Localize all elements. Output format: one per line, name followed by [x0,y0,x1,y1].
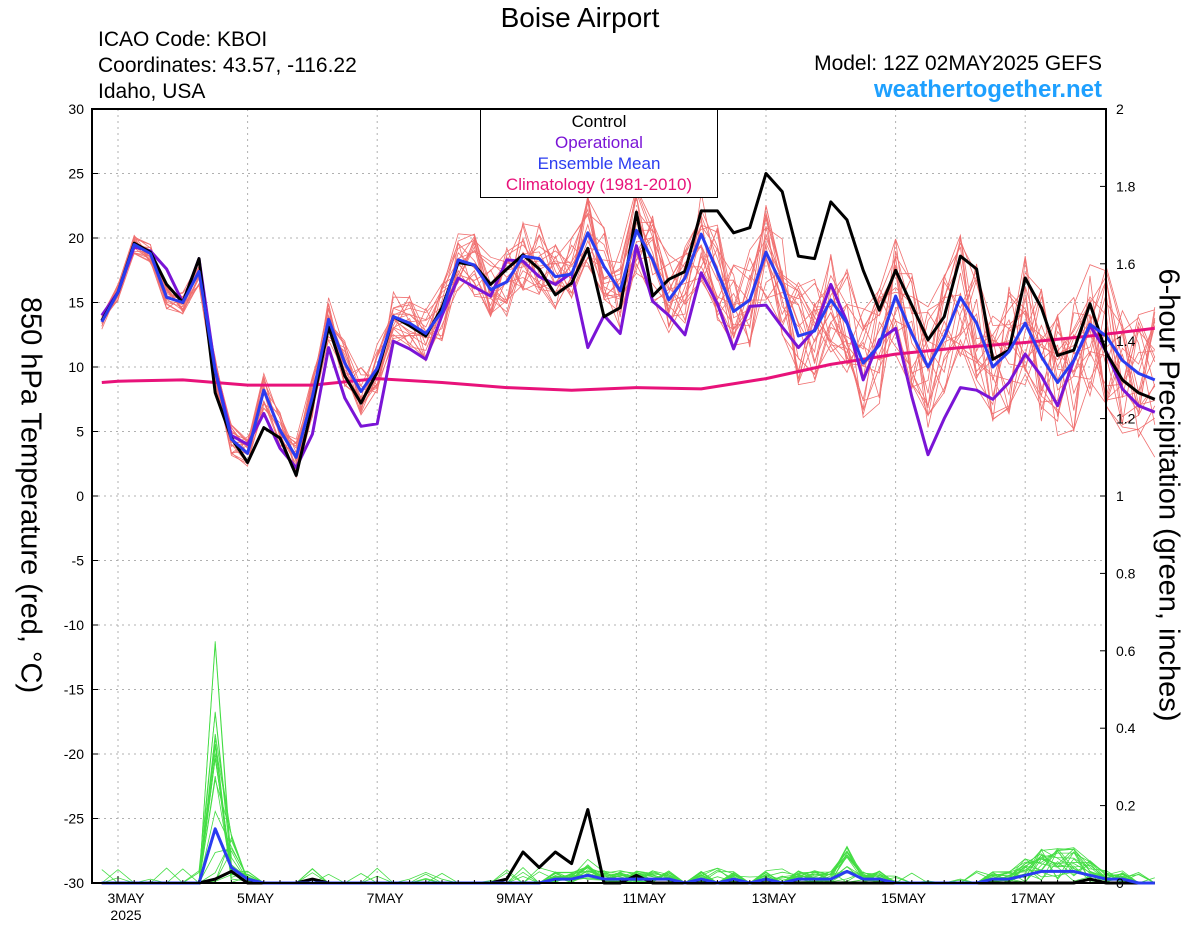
member-precip-line [101,744,1155,884]
legend-climatology: Climatology (1981-2010) [505,175,693,194]
y-tick-label-left: 15 [68,295,84,311]
x-tick-label: 17MAY [1011,890,1057,906]
y-tick-label-right: 0.6 [1116,643,1136,659]
y-tick-label-left: 0 [76,488,84,504]
y-tick-label-left: 25 [68,166,84,182]
x-tick-label: 15MAY [881,890,927,906]
x-tick-label: 11MAY [622,890,666,906]
y-tick-label-right: 0.2 [1116,798,1136,814]
member-temp-line [101,238,1156,465]
chart-title: Boise Airport [500,2,660,33]
y-tick-label-right: 0.4 [1116,720,1136,736]
y-tick-label-right: 1.6 [1116,256,1136,272]
member-precip-line [101,746,1155,884]
y-tick-label-right: 2 [1116,101,1124,117]
member-precip-line [101,713,1155,884]
member-temp-line [101,233,1155,474]
operational-temp-line [100,244,1156,470]
x-tick-label: 13MAY [752,890,798,906]
member-precip-line [101,641,1156,884]
member-precip-line [101,643,1155,884]
model-run: Model: 12Z 02MAY2025 GEFS [814,52,1102,75]
member-temp-line [101,214,1156,468]
legend-ensemble-mean: Ensemble Mean [537,154,661,173]
y-tick-label-left: 5 [76,424,84,440]
y-tick-label-left: -15 [64,682,84,698]
legend-operational: Operational [555,133,643,152]
coordinates: Coordinates: 43.57, -116.22 [98,54,357,77]
region: Idaho, USA [98,80,206,103]
legend-control: Control [571,112,627,131]
member-precip-line [101,753,1155,884]
y-tick-label-left: 20 [68,230,84,246]
y-tick-label-left: -10 [64,617,84,633]
site-link[interactable]: weathertogether.net [873,76,1102,103]
series-lines [100,172,1156,885]
x-tick-label: 9MAY [496,890,534,906]
grid [92,109,1106,883]
member-precip-line [101,744,1155,884]
member-precip-line [101,758,1155,884]
member-precip-line [101,776,1155,884]
member-temp-line [101,196,1156,460]
member-precip-line [101,779,1155,884]
x-tick-label: 7MAY [367,890,405,906]
legend: Control Operational Ensemble Mean Climat… [480,109,718,198]
y-tick-label-right: 1.8 [1116,178,1136,194]
y-tick-label-left: -20 [64,746,84,762]
icao-code: ICAO Code: KBOI [98,28,268,51]
member-precip-line [101,737,1155,884]
y-tick-label-right: 0.8 [1116,565,1136,581]
y-tick-label-right: 1.2 [1116,411,1136,427]
y-tick-label-left: 30 [68,101,84,117]
y-tick-label-left: -25 [64,811,84,827]
x-tick-sublabel: 2025 [110,907,141,923]
member-precip-line [101,733,1155,884]
member-precip-line [101,758,1155,884]
ensemble-temp-line [100,228,1156,459]
y-tick-label-left: 10 [68,359,84,375]
y-tick-label-right: 1 [1116,488,1124,504]
climatology-temp-line [101,326,1155,392]
plot-frame [91,108,1107,884]
x-tick-label: 5MAY [237,890,275,906]
member-precip-line [101,711,1155,884]
y-tick-label-right: 0 [1116,875,1124,891]
y-tick-label-left: -30 [64,875,84,891]
y-tick-label-right: 1.4 [1116,333,1136,349]
y-tick-label-left: -5 [72,553,85,569]
x-tick-label: 3MAY [107,890,145,906]
